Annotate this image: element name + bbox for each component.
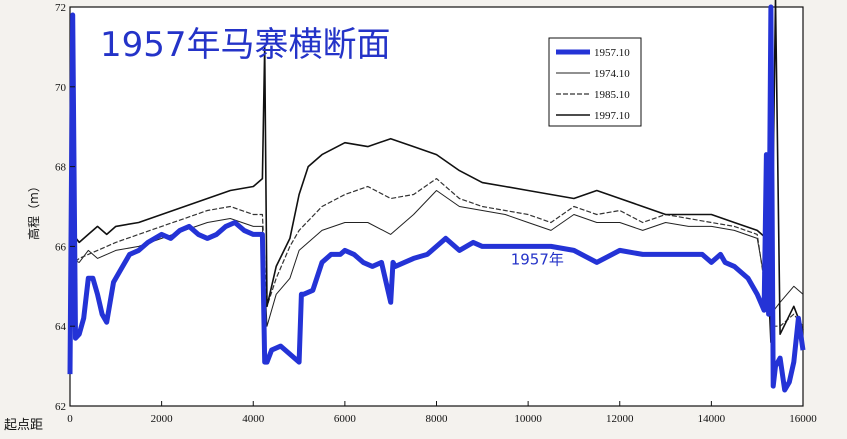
chart-title: 1957年马寨横断面 <box>100 25 391 65</box>
legend-label-1974-10: 1974.10 <box>594 68 630 80</box>
x-tick-label: 8000 <box>426 413 449 425</box>
x-tick-label: 6000 <box>334 413 357 425</box>
y-axis-label: 高程（m） <box>26 180 41 240</box>
x-tick-label: 4000 <box>242 413 265 425</box>
series-annotation: 1957年 <box>511 250 564 268</box>
y-tick-label: 68 <box>55 162 67 174</box>
legend-label-1997-10: 1997.10 <box>594 110 630 122</box>
legend: 1957.10 1974.10 1985.10 1997.10 <box>548 37 642 127</box>
x-tick-label: 16000 <box>789 413 817 425</box>
y-tick-label: 64 <box>55 321 67 333</box>
y-tick-label: 66 <box>55 241 67 253</box>
series-line-1985-10 <box>69 178 804 327</box>
x-tick-label: 10000 <box>514 413 542 425</box>
y-tick-label: 62 <box>55 401 66 413</box>
x-axis-label: 起点距 <box>4 418 43 433</box>
y-tick-label: 70 <box>55 82 67 94</box>
series-layer <box>67 0 806 393</box>
legend-label-1985-10: 1985.10 <box>594 89 630 101</box>
x-tick-label: 12000 <box>606 413 634 425</box>
plot-area <box>69 6 804 407</box>
x-tick-label: 14000 <box>698 413 726 425</box>
legend-items: 1957.10 1974.10 1985.10 1997.10 <box>556 47 630 122</box>
x-tick-label: 0 <box>67 413 73 425</box>
y-tick-label: 72 <box>55 2 66 14</box>
legend-label-1957-10: 1957.10 <box>594 47 630 59</box>
x-tick-label: 2000 <box>151 413 174 425</box>
tick-layer: 0 2000 4000 6000 8000 10000 12000 14000 16000 62 6… <box>55 2 817 425</box>
series-line-1957-10 <box>67 4 806 393</box>
series-line-1997-10 <box>69 0 804 344</box>
